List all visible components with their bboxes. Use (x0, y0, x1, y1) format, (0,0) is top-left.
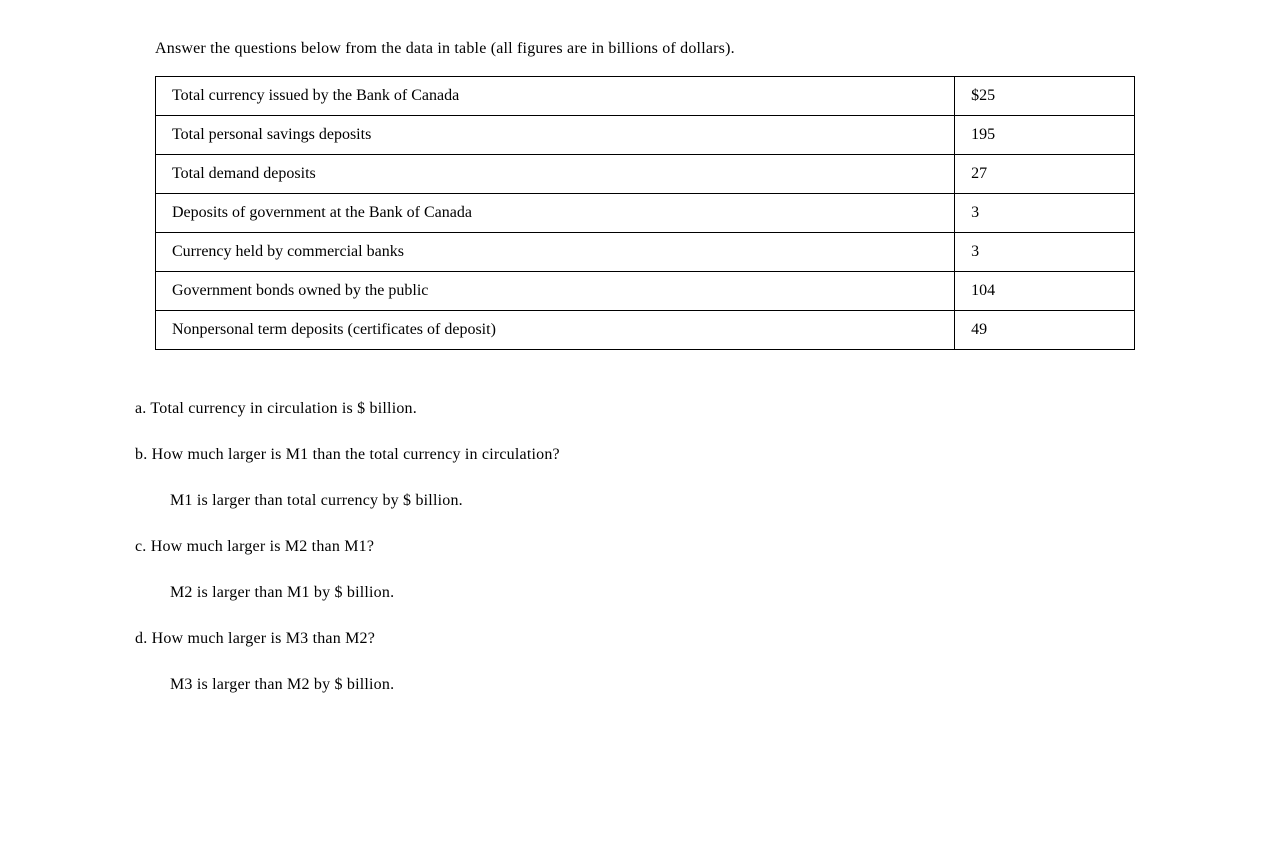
intro-text: Answer the questions below from the data… (155, 40, 1125, 58)
questions-section: a. Total currency in circulation is $ bi… (155, 400, 1125, 694)
table-value: 195 (955, 116, 1135, 155)
table-label: Nonpersonal term deposits (certificates … (156, 311, 955, 350)
document-container: Answer the questions below from the data… (0, 40, 1280, 694)
table-row: Currency held by commercial banks 3 (156, 233, 1135, 272)
table-label: Total currency issued by the Bank of Can… (156, 77, 955, 116)
table-row: Government bonds owned by the public 104 (156, 272, 1135, 311)
table-value: 104 (955, 272, 1135, 311)
answer-b: M1 is larger than total currency by $ bi… (155, 492, 1125, 510)
table-value: 3 (955, 233, 1135, 272)
table-label: Deposits of government at the Bank of Ca… (156, 194, 955, 233)
table-value: 27 (955, 155, 1135, 194)
answer-c: M2 is larger than M1 by $ billion. (155, 584, 1125, 602)
table-value: 3 (955, 194, 1135, 233)
data-table: Total currency issued by the Bank of Can… (155, 76, 1135, 350)
table-row: Deposits of government at the Bank of Ca… (156, 194, 1135, 233)
question-b: b. How much larger is M1 than the total … (135, 446, 1125, 464)
table-row: Total currency issued by the Bank of Can… (156, 77, 1135, 116)
table-label: Total demand deposits (156, 155, 955, 194)
table-label: Currency held by commercial banks (156, 233, 955, 272)
answer-d: M3 is larger than M2 by $ billion. (155, 676, 1125, 694)
question-a: a. Total currency in circulation is $ bi… (135, 400, 1125, 418)
table-label: Government bonds owned by the public (156, 272, 955, 311)
table-value: 49 (955, 311, 1135, 350)
question-c: c. How much larger is M2 than M1? (135, 538, 1125, 556)
table-value: $25 (955, 77, 1135, 116)
table-label: Total personal savings deposits (156, 116, 955, 155)
question-d: d. How much larger is M3 than M2? (135, 630, 1125, 648)
table-row: Total demand deposits 27 (156, 155, 1135, 194)
table-row: Nonpersonal term deposits (certificates … (156, 311, 1135, 350)
table-row: Total personal savings deposits 195 (156, 116, 1135, 155)
